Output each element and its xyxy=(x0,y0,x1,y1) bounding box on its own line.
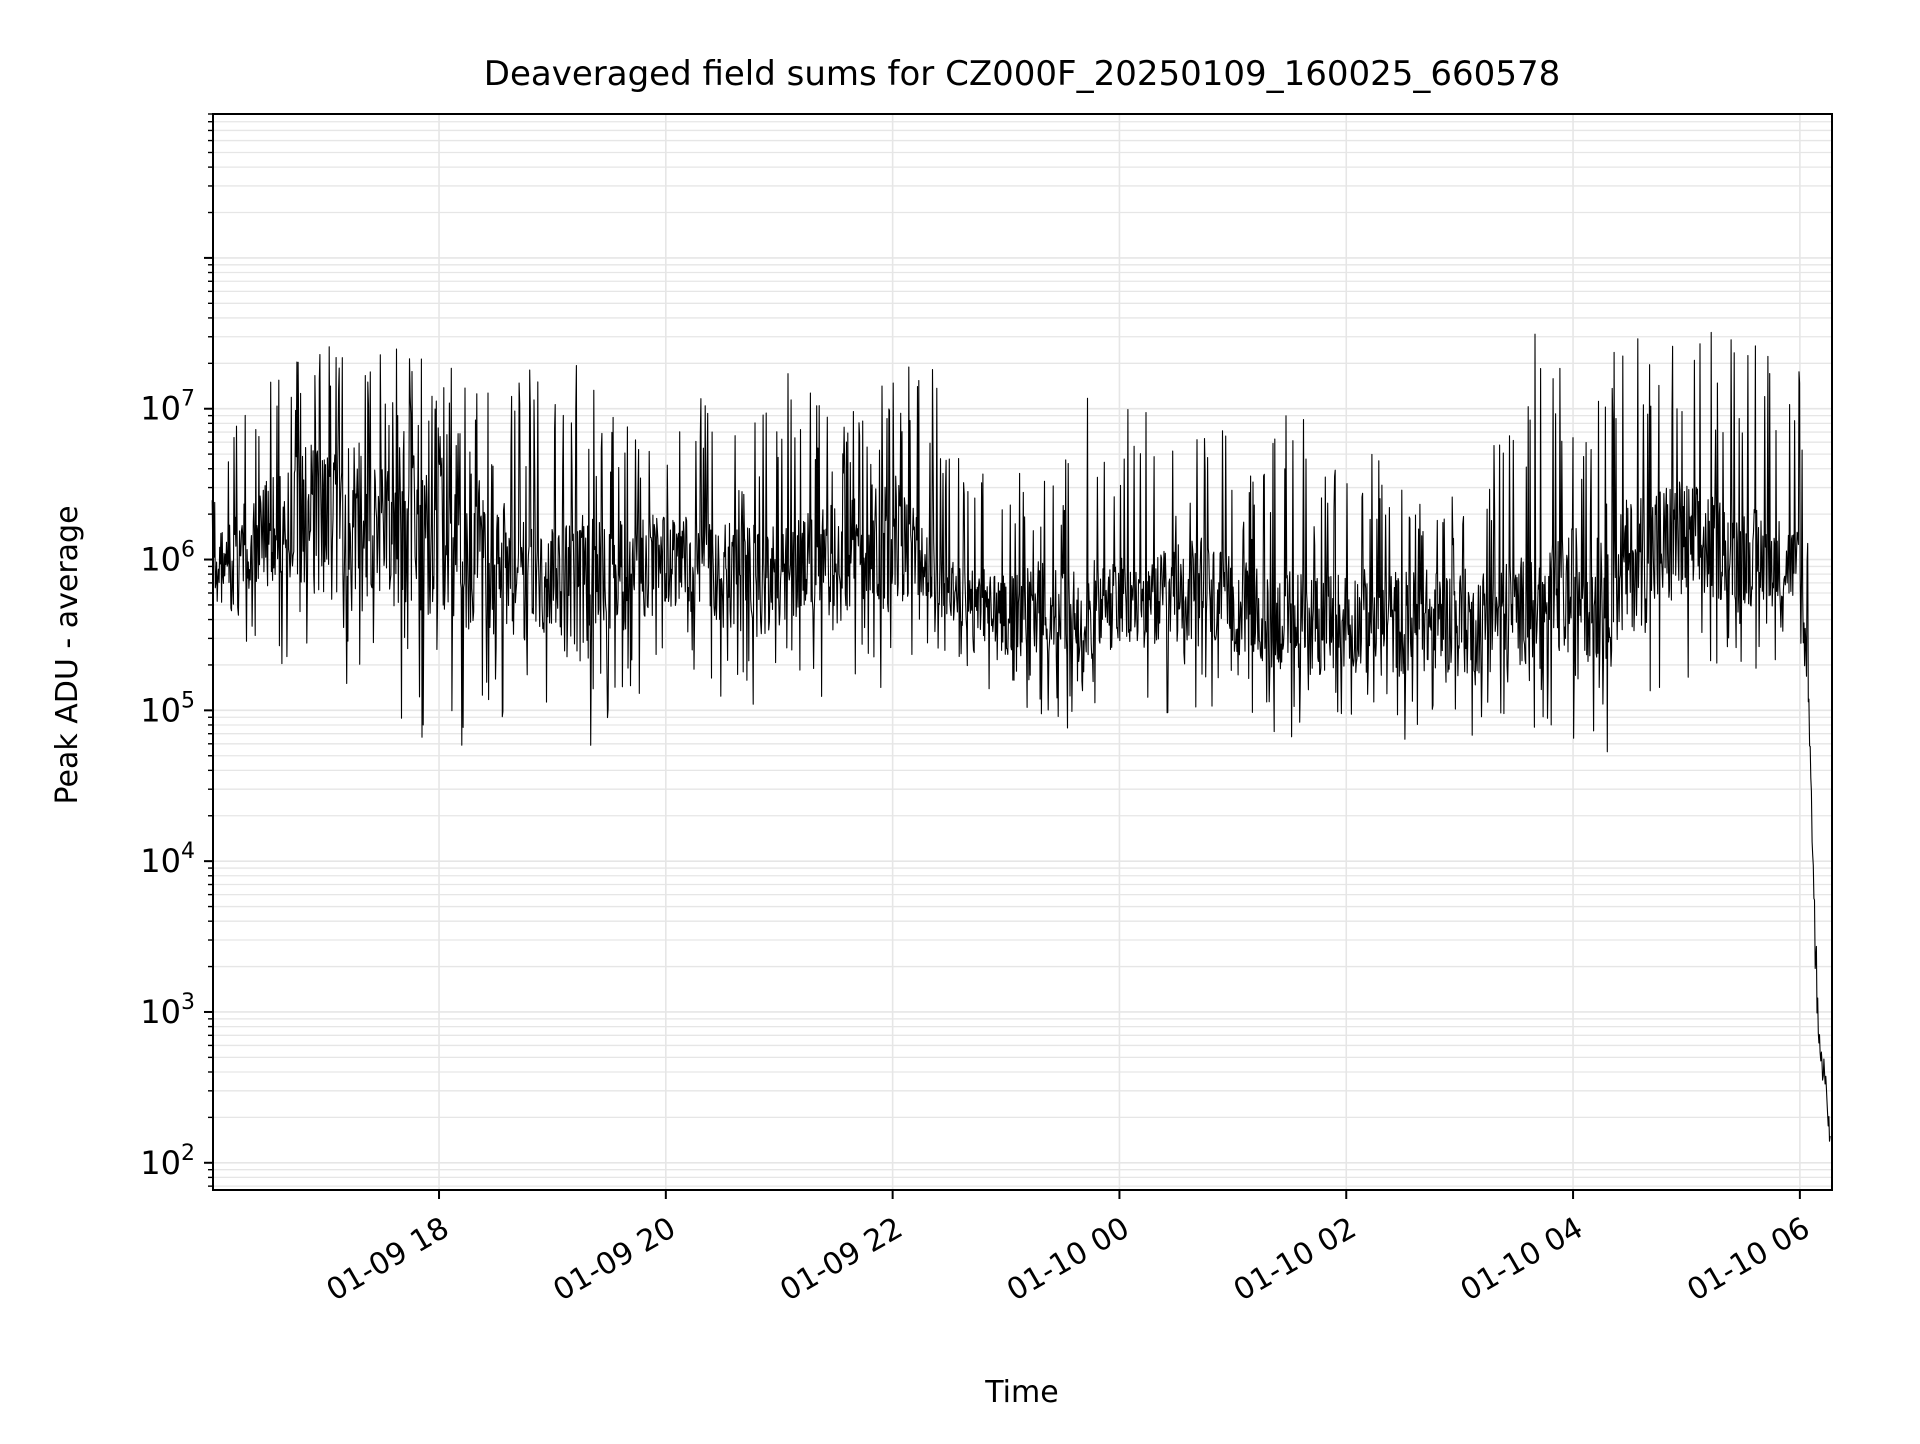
data-series-line xyxy=(211,331,1831,1142)
y-tick-label: 105 xyxy=(140,688,195,729)
series-layer xyxy=(211,331,1831,1142)
plot-frame xyxy=(212,113,1833,1191)
x-axis-label: Time xyxy=(984,1375,1058,1410)
y-tick-label: 104 xyxy=(140,839,195,880)
chart-title: Deaveraged field sums for CZ000F_2025010… xyxy=(484,54,1560,94)
y-tick-label: 106 xyxy=(140,538,195,579)
grid-layer xyxy=(213,113,1832,1190)
y-tick-label: 103 xyxy=(140,990,195,1031)
y-tick-label: 102 xyxy=(140,1141,195,1182)
y-tick-label: 107 xyxy=(140,387,195,428)
y-axis-label: Peak ADU - average xyxy=(50,505,85,804)
